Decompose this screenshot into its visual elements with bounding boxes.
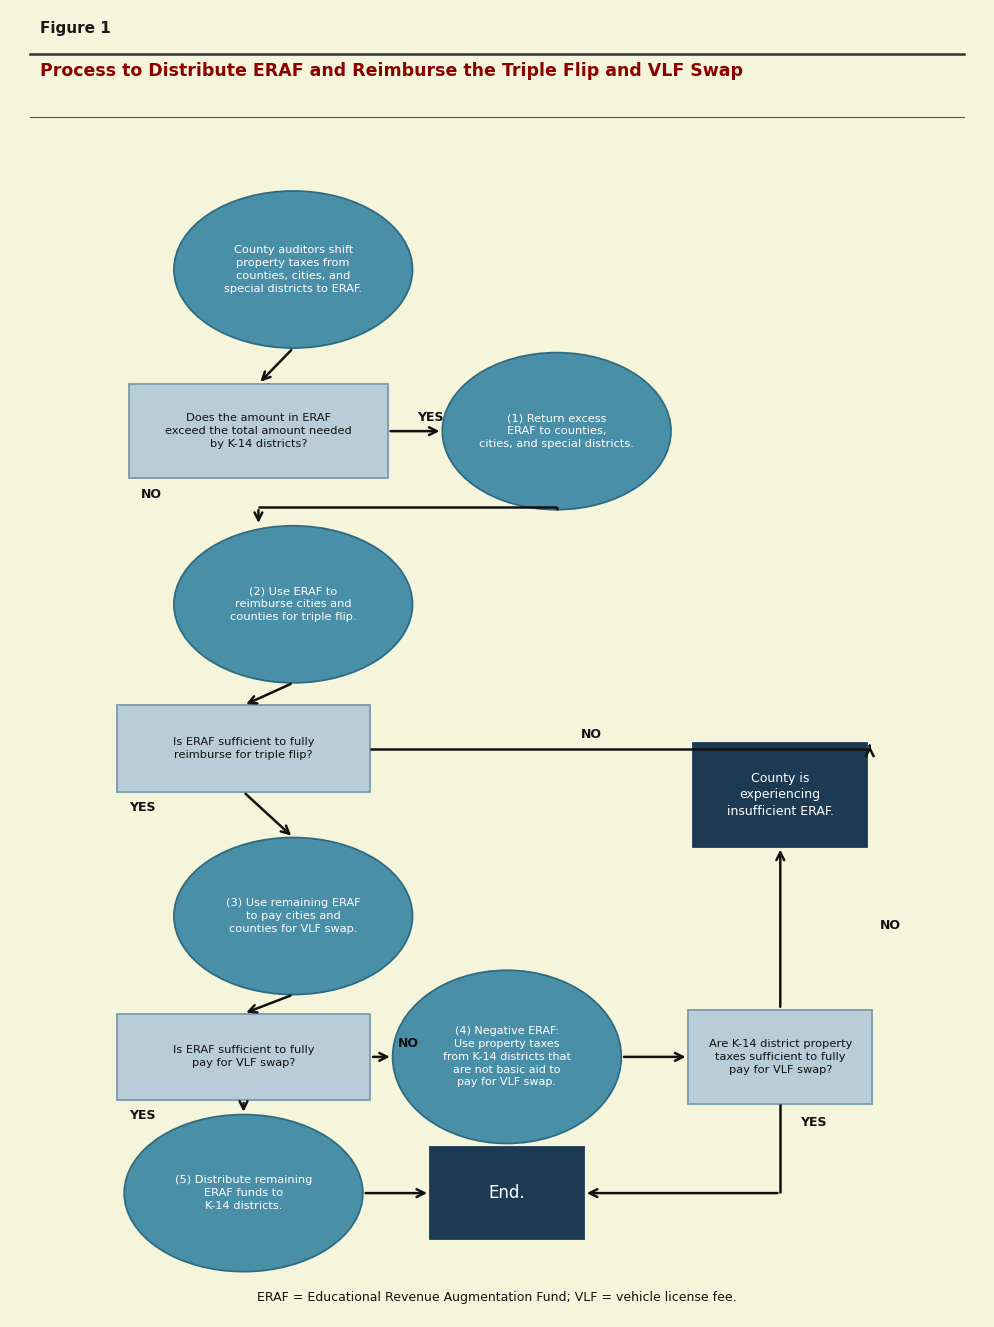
Ellipse shape <box>124 1115 363 1271</box>
Text: YES: YES <box>417 411 444 423</box>
Ellipse shape <box>442 353 671 510</box>
Text: NO: NO <box>580 729 602 742</box>
Text: Process to Distribute ERAF and Reimburse the Triple Flip and VLF Swap: Process to Distribute ERAF and Reimburse… <box>40 62 743 80</box>
Ellipse shape <box>174 525 413 683</box>
Bar <box>117 1014 370 1100</box>
Ellipse shape <box>174 837 413 994</box>
Text: YES: YES <box>129 802 155 815</box>
Bar <box>429 1147 584 1239</box>
Text: ERAF = Educational Revenue Augmentation Fund; VLF = vehicle license fee.: ERAF = Educational Revenue Augmentation … <box>257 1291 737 1304</box>
Text: YES: YES <box>129 1109 155 1123</box>
Text: (1) Return excess
ERAF to counties,
cities, and special districts.: (1) Return excess ERAF to counties, citi… <box>479 413 634 449</box>
Text: Is ERAF sufficient to fully
pay for VLF swap?: Is ERAF sufficient to fully pay for VLF … <box>173 1046 314 1068</box>
Bar <box>117 706 370 792</box>
Bar <box>689 1010 873 1104</box>
Text: Figure 1: Figure 1 <box>40 21 110 37</box>
Text: (5) Distribute remaining
ERAF funds to
K-14 districts.: (5) Distribute remaining ERAF funds to K… <box>175 1176 312 1212</box>
Text: Does the amount in ERAF
exceed the total amount needed
by K-14 districts?: Does the amount in ERAF exceed the total… <box>165 413 352 449</box>
Bar <box>129 384 388 479</box>
Text: (2) Use ERAF to
reimburse cities and
counties for triple flip.: (2) Use ERAF to reimburse cities and cou… <box>230 587 357 622</box>
Bar <box>694 743 868 847</box>
Text: Is ERAF sufficient to fully
reimburse for triple flip?: Is ERAF sufficient to fully reimburse fo… <box>173 738 314 760</box>
Ellipse shape <box>174 191 413 348</box>
Text: Are K-14 district property
taxes sufficient to fully
pay for VLF swap?: Are K-14 district property taxes suffici… <box>709 1039 852 1075</box>
Text: (3) Use remaining ERAF
to pay cities and
counties for VLF swap.: (3) Use remaining ERAF to pay cities and… <box>226 898 361 934</box>
Text: YES: YES <box>800 1116 827 1129</box>
Text: NO: NO <box>399 1036 419 1050</box>
Text: County auditors shift
property taxes from
counties, cities, and
special district: County auditors shift property taxes fro… <box>225 245 362 293</box>
Ellipse shape <box>393 970 621 1144</box>
Text: NO: NO <box>881 920 902 933</box>
Text: NO: NO <box>141 488 162 500</box>
Text: County is
experiencing
insufficient ERAF.: County is experiencing insufficient ERAF… <box>727 772 834 817</box>
Text: (4) Negative ERAF:
Use property taxes
from K-14 districts that
are not basic aid: (4) Negative ERAF: Use property taxes fr… <box>443 1026 571 1087</box>
Text: End.: End. <box>489 1184 525 1202</box>
